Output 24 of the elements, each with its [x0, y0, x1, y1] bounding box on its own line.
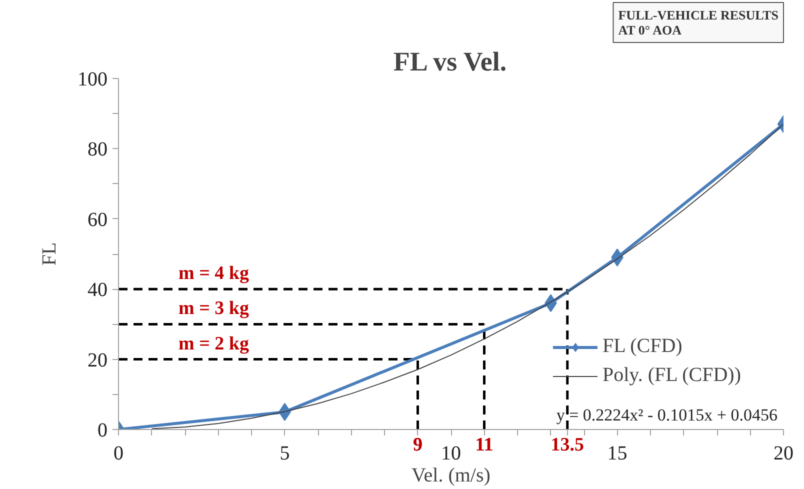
x-tick-label: 10: [441, 442, 461, 464]
x-tick-label: 0: [114, 442, 124, 464]
x-tick-label: 5: [280, 442, 290, 464]
annotation: y = 0.2224x² - 0.1015x + 0.0456: [556, 406, 778, 424]
y-tick-label: 80: [88, 138, 108, 161]
annotation: m = 4 kg: [178, 263, 250, 284]
x-tick-label: 20: [774, 442, 794, 464]
legend-label: Poly. (FL (CFD)): [602, 364, 741, 387]
ref-line-label: 11: [475, 434, 494, 456]
ref-line-label: 9: [413, 434, 422, 456]
x-tick-label: 15: [607, 442, 628, 464]
text: FULL-VEHICLE RESULTS AT 0° AOA: [618, 8, 778, 38]
annotation: m = 2 kg: [178, 333, 250, 354]
y-axis-title: FL: [38, 242, 60, 266]
annotation: m = 3 kg: [178, 298, 250, 320]
ref-line-label: 13.5: [550, 434, 584, 456]
chart-title: FL vs Vel.: [393, 46, 507, 76]
legend-label: FL (CFD): [602, 335, 682, 358]
y-tick-label: 40: [88, 279, 108, 302]
y-tick-label: 100: [78, 68, 108, 90]
y-tick-label: 20: [88, 349, 108, 372]
y-tick-label: 0: [98, 420, 108, 442]
y-tick-label: 60: [88, 208, 108, 231]
x-axis-title: Vel. (m/s): [412, 464, 490, 486]
